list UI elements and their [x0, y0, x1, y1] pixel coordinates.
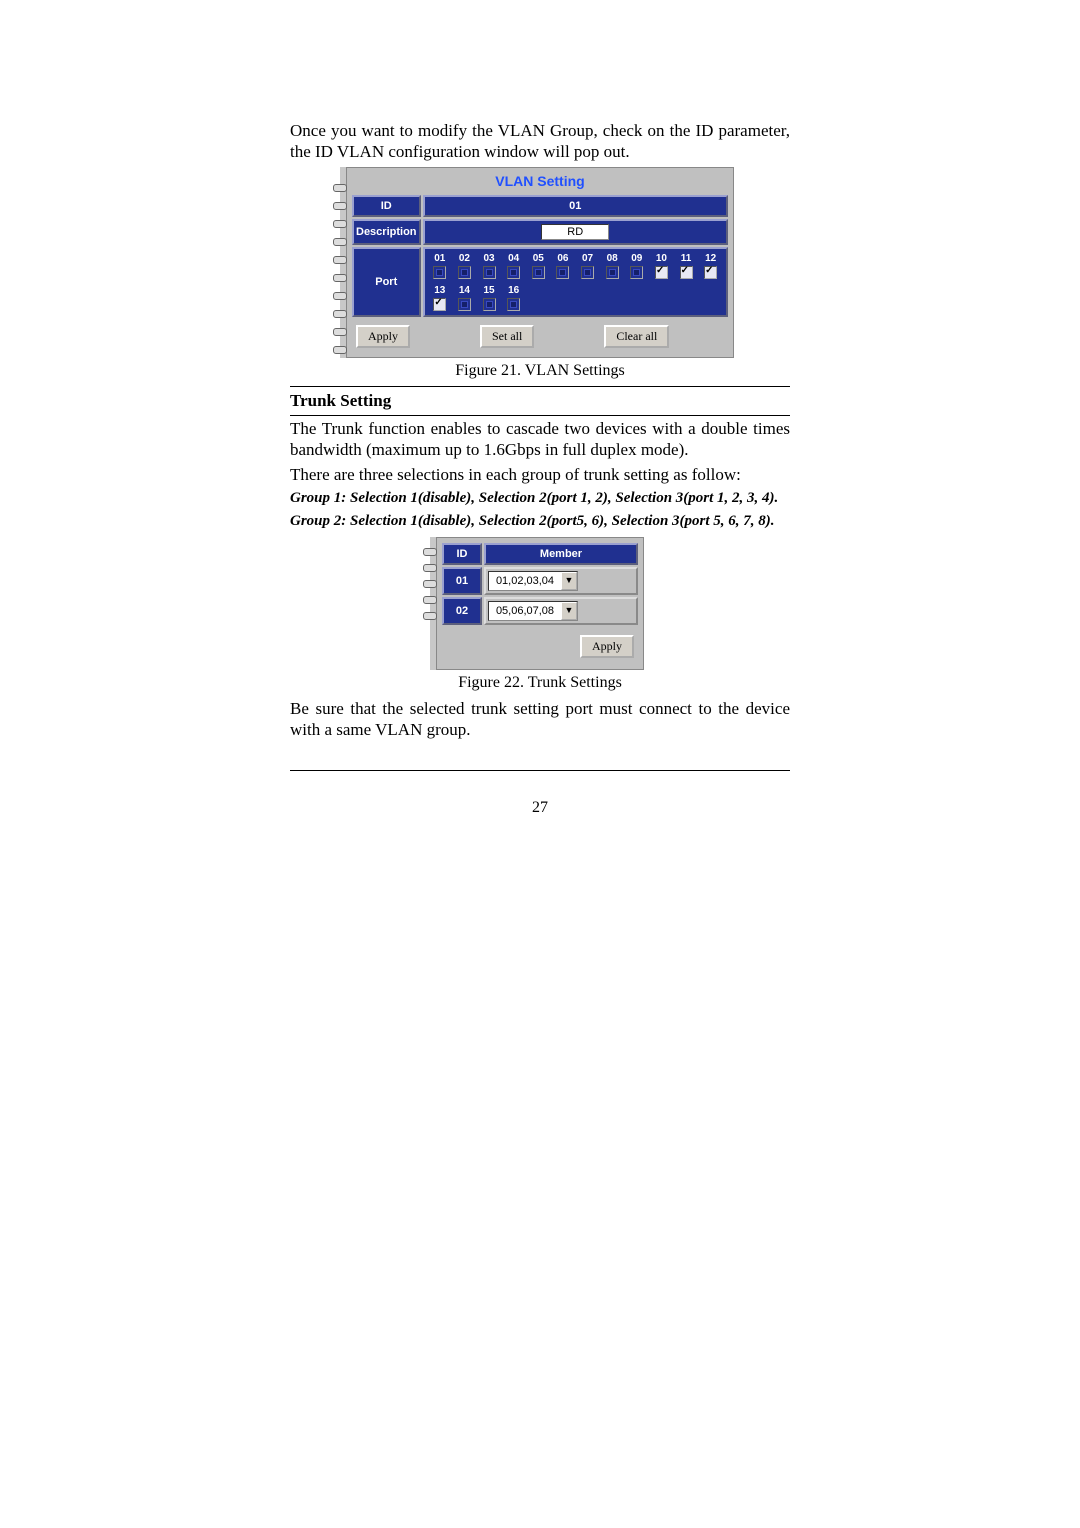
port-checkbox[interactable]	[556, 266, 569, 279]
vlan-id-label: ID	[352, 195, 421, 217]
port-checkbox[interactable]	[655, 266, 668, 279]
port-checkbox[interactable]	[458, 298, 471, 311]
spiral-binding	[333, 184, 345, 341]
vlan-description-input[interactable]: RD	[541, 224, 609, 240]
vlan-ports-cell: 01 02 03 04 05 06 07 08 09 10 11 12 13 14 15 16	[423, 247, 728, 317]
port-number: 15	[484, 285, 495, 296]
trunk-group1: Group 1: Selection 1(disable), Selection…	[290, 489, 790, 508]
port-checkbox[interactable]	[680, 266, 693, 279]
vlan-panel-title: VLAN Setting	[350, 171, 730, 193]
divider	[290, 415, 790, 416]
trunk-col-id: ID	[442, 543, 482, 565]
divider	[290, 386, 790, 387]
trunk-member-value-1: 01,02,03,04	[489, 575, 561, 587]
apply-button[interactable]: Apply	[356, 325, 410, 348]
footer-divider	[290, 770, 790, 771]
clear-all-button[interactable]: Clear all	[604, 325, 669, 348]
vlan-description-label: Description	[352, 219, 421, 245]
port-number: 04	[508, 253, 519, 264]
port-number: 03	[484, 253, 495, 264]
trunk-member-select-2[interactable]: 05,06,07,08 ▼	[488, 601, 578, 621]
trunk-paragraph-1: The Trunk function enables to cascade tw…	[290, 418, 790, 461]
trunk-paragraph-3: Be sure that the selected trunk setting …	[290, 698, 790, 741]
port-checkbox[interactable]	[630, 266, 643, 279]
port-number: 01	[434, 253, 445, 264]
port-checkbox[interactable]	[507, 266, 520, 279]
port-checkbox[interactable]	[433, 298, 446, 311]
port-number: 10	[656, 253, 667, 264]
port-checkbox[interactable]	[532, 266, 545, 279]
trunk-row-id: 02	[442, 597, 482, 625]
trunk-paragraph-2: There are three selections in each group…	[290, 464, 790, 485]
port-number: 06	[557, 253, 568, 264]
port-checkbox[interactable]	[704, 266, 717, 279]
trunk-group2: Group 2: Selection 1(disable), Selection…	[290, 512, 790, 531]
dropdown-arrow-icon: ▼	[561, 602, 577, 620]
set-all-button[interactable]: Set all	[480, 325, 534, 348]
trunk-col-member: Member	[484, 543, 638, 565]
port-checkbox[interactable]	[483, 298, 496, 311]
port-number: 16	[508, 285, 519, 296]
vlan-port-label: Port	[352, 247, 421, 317]
port-number: 12	[705, 253, 716, 264]
port-number: 05	[533, 253, 544, 264]
port-checkbox[interactable]	[606, 266, 619, 279]
trunk-member-select-1[interactable]: 01,02,03,04 ▼	[488, 571, 578, 591]
port-number: 07	[582, 253, 593, 264]
port-number: 02	[459, 253, 470, 264]
vlan-id-value: 01	[423, 195, 728, 217]
figure-21-caption: Figure 21. VLAN Settings	[290, 362, 790, 380]
port-number: 09	[631, 253, 642, 264]
port-checkbox[interactable]	[433, 266, 446, 279]
dropdown-arrow-icon: ▼	[561, 572, 577, 590]
trunk-member-value-2: 05,06,07,08	[489, 605, 561, 617]
trunk-settings-panel: ID Member 01 01,02,03,04 ▼ 02	[436, 537, 644, 670]
vlan-description-cell: RD	[423, 219, 728, 245]
port-number: 13	[434, 285, 445, 296]
trunk-setting-heading: Trunk Setting	[290, 389, 790, 413]
page-number: 27	[290, 799, 790, 817]
port-number: 14	[459, 285, 470, 296]
trunk-apply-button[interactable]: Apply	[580, 635, 634, 658]
port-checkbox[interactable]	[483, 266, 496, 279]
port-number: 08	[607, 253, 618, 264]
port-number: 11	[681, 253, 692, 264]
figure-22-caption: Figure 22. Trunk Settings	[290, 674, 790, 692]
trunk-row-id: 01	[442, 567, 482, 595]
intro-paragraph: Once you want to modify the VLAN Group, …	[290, 120, 790, 163]
port-checkbox[interactable]	[507, 298, 520, 311]
spiral-binding	[423, 548, 435, 659]
vlan-settings-panel: VLAN Setting ID 01 Description RD Port 0…	[346, 167, 734, 358]
port-checkbox[interactable]	[581, 266, 594, 279]
port-checkbox[interactable]	[458, 266, 471, 279]
